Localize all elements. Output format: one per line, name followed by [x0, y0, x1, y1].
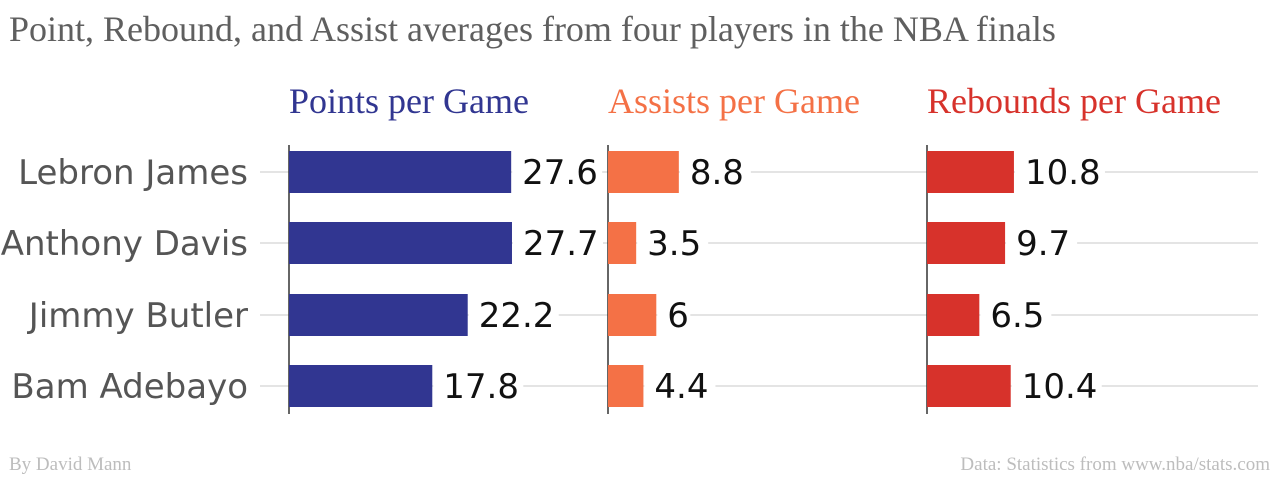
- value-backdrop-rebounds-per-game-jimmy-butler: [980, 295, 1052, 335]
- bar-assists-per-game-anthony-davis: [608, 222, 637, 264]
- panel-title-assists-per-game: Assists per Game: [608, 81, 860, 121]
- bar-points-per-game-jimmy-butler: [289, 294, 468, 336]
- value-label-rebounds-per-game-anthony-davis: 9.7: [1016, 224, 1070, 264]
- bar-points-per-game-bam-adebayo: [289, 365, 433, 407]
- value-labels: 27.6 27.7 22.2 17.8 8.8 3.5 6 4.4 10.8 9.7 6.5 10.4: [433, 152, 1105, 407]
- value-backdrop-rebounds-per-game-anthony-davis: [1006, 223, 1078, 263]
- bar-assists-per-game-lebron-james: [608, 151, 679, 193]
- value-backdrop-rebounds-per-game-bam-adebayo: [1011, 366, 1102, 406]
- bar-assists-per-game-jimmy-butler: [608, 294, 657, 336]
- panel-title-points-per-game: Points per Game: [289, 81, 529, 121]
- value-label-points-per-game-anthony-davis: 27.7: [523, 224, 599, 264]
- value-label-points-per-game-bam-adebayo: 17.8: [443, 367, 519, 407]
- category-label-jimmy-butler: Jimmy Butler: [27, 296, 248, 336]
- source-note: Data: Statistics from www.nba/stats.com: [960, 454, 1270, 475]
- value-backdrop-points-per-game-jimmy-butler: [468, 295, 559, 335]
- bar-rebounds-per-game-bam-adebayo: [927, 365, 1011, 407]
- value-backdrop-rebounds-per-game-lebron-james: [1014, 152, 1105, 192]
- value-backdrop-points-per-game-anthony-davis: [512, 223, 603, 263]
- value-label-rebounds-per-game-jimmy-butler: 6.5: [990, 296, 1044, 336]
- value-label-assists-per-game-jimmy-butler: 6: [667, 296, 689, 336]
- value-label-assists-per-game-anthony-davis: 3.5: [647, 224, 701, 264]
- category-label-lebron-james: Lebron James: [18, 153, 248, 193]
- value-backdrop-assists-per-game-anthony-davis: [637, 223, 709, 263]
- gridlines: [260, 171, 1258, 387]
- bar-rebounds-per-game-jimmy-butler: [927, 294, 980, 336]
- bar-assists-per-game-bam-adebayo: [608, 365, 644, 407]
- value-backdrop-points-per-game-lebron-james: [512, 152, 603, 192]
- value-label-points-per-game-jimmy-butler: 22.2: [479, 296, 555, 336]
- value-label-assists-per-game-bam-adebayo: 4.4: [654, 367, 708, 407]
- bar-rebounds-per-game-lebron-james: [927, 151, 1014, 193]
- bar-points-per-game-anthony-davis: [289, 222, 512, 264]
- category-label-anthony-davis: Anthony Davis: [1, 224, 248, 264]
- value-label-assists-per-game-lebron-james: 8.8: [690, 153, 744, 193]
- panel-titles: Points per Game Assists per Game Rebounds …: [289, 81, 1221, 121]
- value-backdrop-points-per-game-bam-adebayo: [433, 366, 524, 406]
- credit-note: By David Mann: [9, 454, 132, 475]
- category-label-bam-adebayo: Bam Adebayo: [11, 367, 248, 407]
- bars: [289, 151, 1014, 407]
- bar-points-per-game-lebron-james: [289, 151, 512, 193]
- value-label-rebounds-per-game-bam-adebayo: 10.4: [1022, 367, 1098, 407]
- chart-title: Point, Rebound, and Assist averages from…: [9, 9, 1056, 49]
- value-backdrop-assists-per-game-lebron-james: [679, 152, 751, 192]
- value-label-points-per-game-lebron-james: 27.6: [522, 153, 598, 193]
- bar-rebounds-per-game-anthony-davis: [927, 222, 1006, 264]
- value-label-rebounds-per-game-lebron-james: 10.8: [1025, 153, 1101, 193]
- value-backdrop-assists-per-game-bam-adebayo: [644, 366, 716, 406]
- category-labels: Lebron James Anthony Davis Jimmy Butler Bam…: [1, 153, 248, 407]
- panel-title-rebounds-per-game: Rebounds per Game: [927, 81, 1221, 121]
- value-backdrop-assists-per-game-jimmy-butler: [657, 295, 691, 335]
